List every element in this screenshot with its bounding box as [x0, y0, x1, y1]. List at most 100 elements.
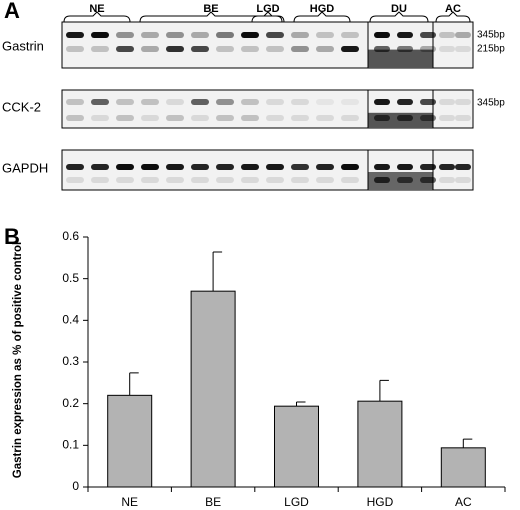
x-tick-label: LGD [284, 495, 309, 509]
gel-band [420, 164, 436, 170]
gel-band [291, 177, 309, 183]
gel-band [341, 46, 359, 52]
gel-band [341, 177, 359, 183]
gel-band [374, 177, 390, 183]
gel-band [116, 115, 134, 121]
y-axis-title: Gastrin expression as % of positive cont… [12, 242, 24, 478]
panel-label: B [4, 224, 20, 249]
gel-band [166, 164, 184, 170]
gel-band [91, 99, 109, 105]
gel-band [191, 46, 209, 52]
gel-band [291, 32, 309, 38]
bar [357, 400, 403, 488]
gel-band [397, 46, 413, 52]
gel-band [439, 115, 455, 121]
gel-band [91, 164, 109, 170]
y-tick-label: 0.5 [62, 271, 79, 285]
gel-band [66, 115, 84, 121]
gel-band [374, 164, 390, 170]
gel-band [439, 46, 455, 52]
bar [107, 394, 153, 488]
gel-band [91, 115, 109, 121]
gel-band [397, 115, 413, 121]
gel-band [216, 164, 234, 170]
gel-band [141, 115, 159, 121]
gel-band [291, 164, 309, 170]
gel-band [91, 177, 109, 183]
gel-band [316, 164, 334, 170]
gel-band [341, 115, 359, 121]
group-label: LGD [256, 3, 279, 15]
gel-band [341, 32, 359, 38]
gel-band [116, 32, 134, 38]
gel-band [374, 115, 390, 121]
gel-band [455, 99, 471, 105]
bar [190, 290, 236, 488]
gel-band [216, 115, 234, 121]
gel-band [241, 46, 259, 52]
gel-band [66, 164, 84, 170]
gel-band [420, 177, 436, 183]
gel-band [420, 99, 436, 105]
error-bar [212, 251, 223, 292]
bracket [139, 11, 283, 23]
x-tick-label: BE [205, 495, 221, 509]
gel-band [455, 115, 471, 121]
gel-band [316, 99, 334, 105]
gel-band [66, 32, 84, 38]
y-tick-label: 0.2 [62, 396, 79, 410]
gel-band [439, 177, 455, 183]
gel-band [116, 177, 134, 183]
gel-band [191, 164, 209, 170]
gel-band [216, 46, 234, 52]
gel-band [397, 32, 413, 38]
gel-band [191, 115, 209, 121]
row-label: Gastrin [2, 38, 44, 53]
gel-band [439, 32, 455, 38]
gel-band [341, 99, 359, 105]
gel-band [266, 99, 284, 105]
y-tick-label: 0.6 [62, 229, 79, 243]
y-tick-label: 0.1 [62, 438, 79, 452]
row-label: CCK-2 [2, 99, 41, 114]
gel-band [66, 46, 84, 52]
gel-band [166, 99, 184, 105]
gel-band [291, 46, 309, 52]
gel-band [191, 32, 209, 38]
gel-band [316, 32, 334, 38]
panel-label: A [4, 0, 20, 23]
gel-band [420, 46, 436, 52]
gel-band [266, 164, 284, 170]
gel-band [66, 99, 84, 105]
gel-band [439, 164, 455, 170]
gel-band [116, 164, 134, 170]
gel-band [266, 46, 284, 52]
gel-band [291, 115, 309, 121]
gel-band [291, 99, 309, 105]
group-label: BE [203, 3, 218, 15]
gel-band [91, 46, 109, 52]
gel-shade [368, 49, 433, 68]
gel-band [166, 115, 184, 121]
gel-band [116, 46, 134, 52]
gel-band [241, 115, 259, 121]
group-label: DU [391, 3, 407, 15]
gel-band [241, 99, 259, 105]
gel-band [191, 177, 209, 183]
gel-band [116, 99, 134, 105]
x-tick-label: AC [455, 495, 472, 509]
bracket [435, 11, 471, 23]
group-label: AC [445, 3, 461, 15]
gel-band [216, 99, 234, 105]
gel-band [420, 115, 436, 121]
y-tick-label: 0 [72, 479, 79, 493]
bar [274, 405, 319, 488]
gel-band [241, 164, 259, 170]
error-bar [462, 438, 473, 448]
gel-band [241, 177, 259, 183]
gel-band [316, 115, 334, 121]
gel-band [439, 99, 455, 105]
gel-band [397, 177, 413, 183]
gel-band [66, 177, 84, 183]
